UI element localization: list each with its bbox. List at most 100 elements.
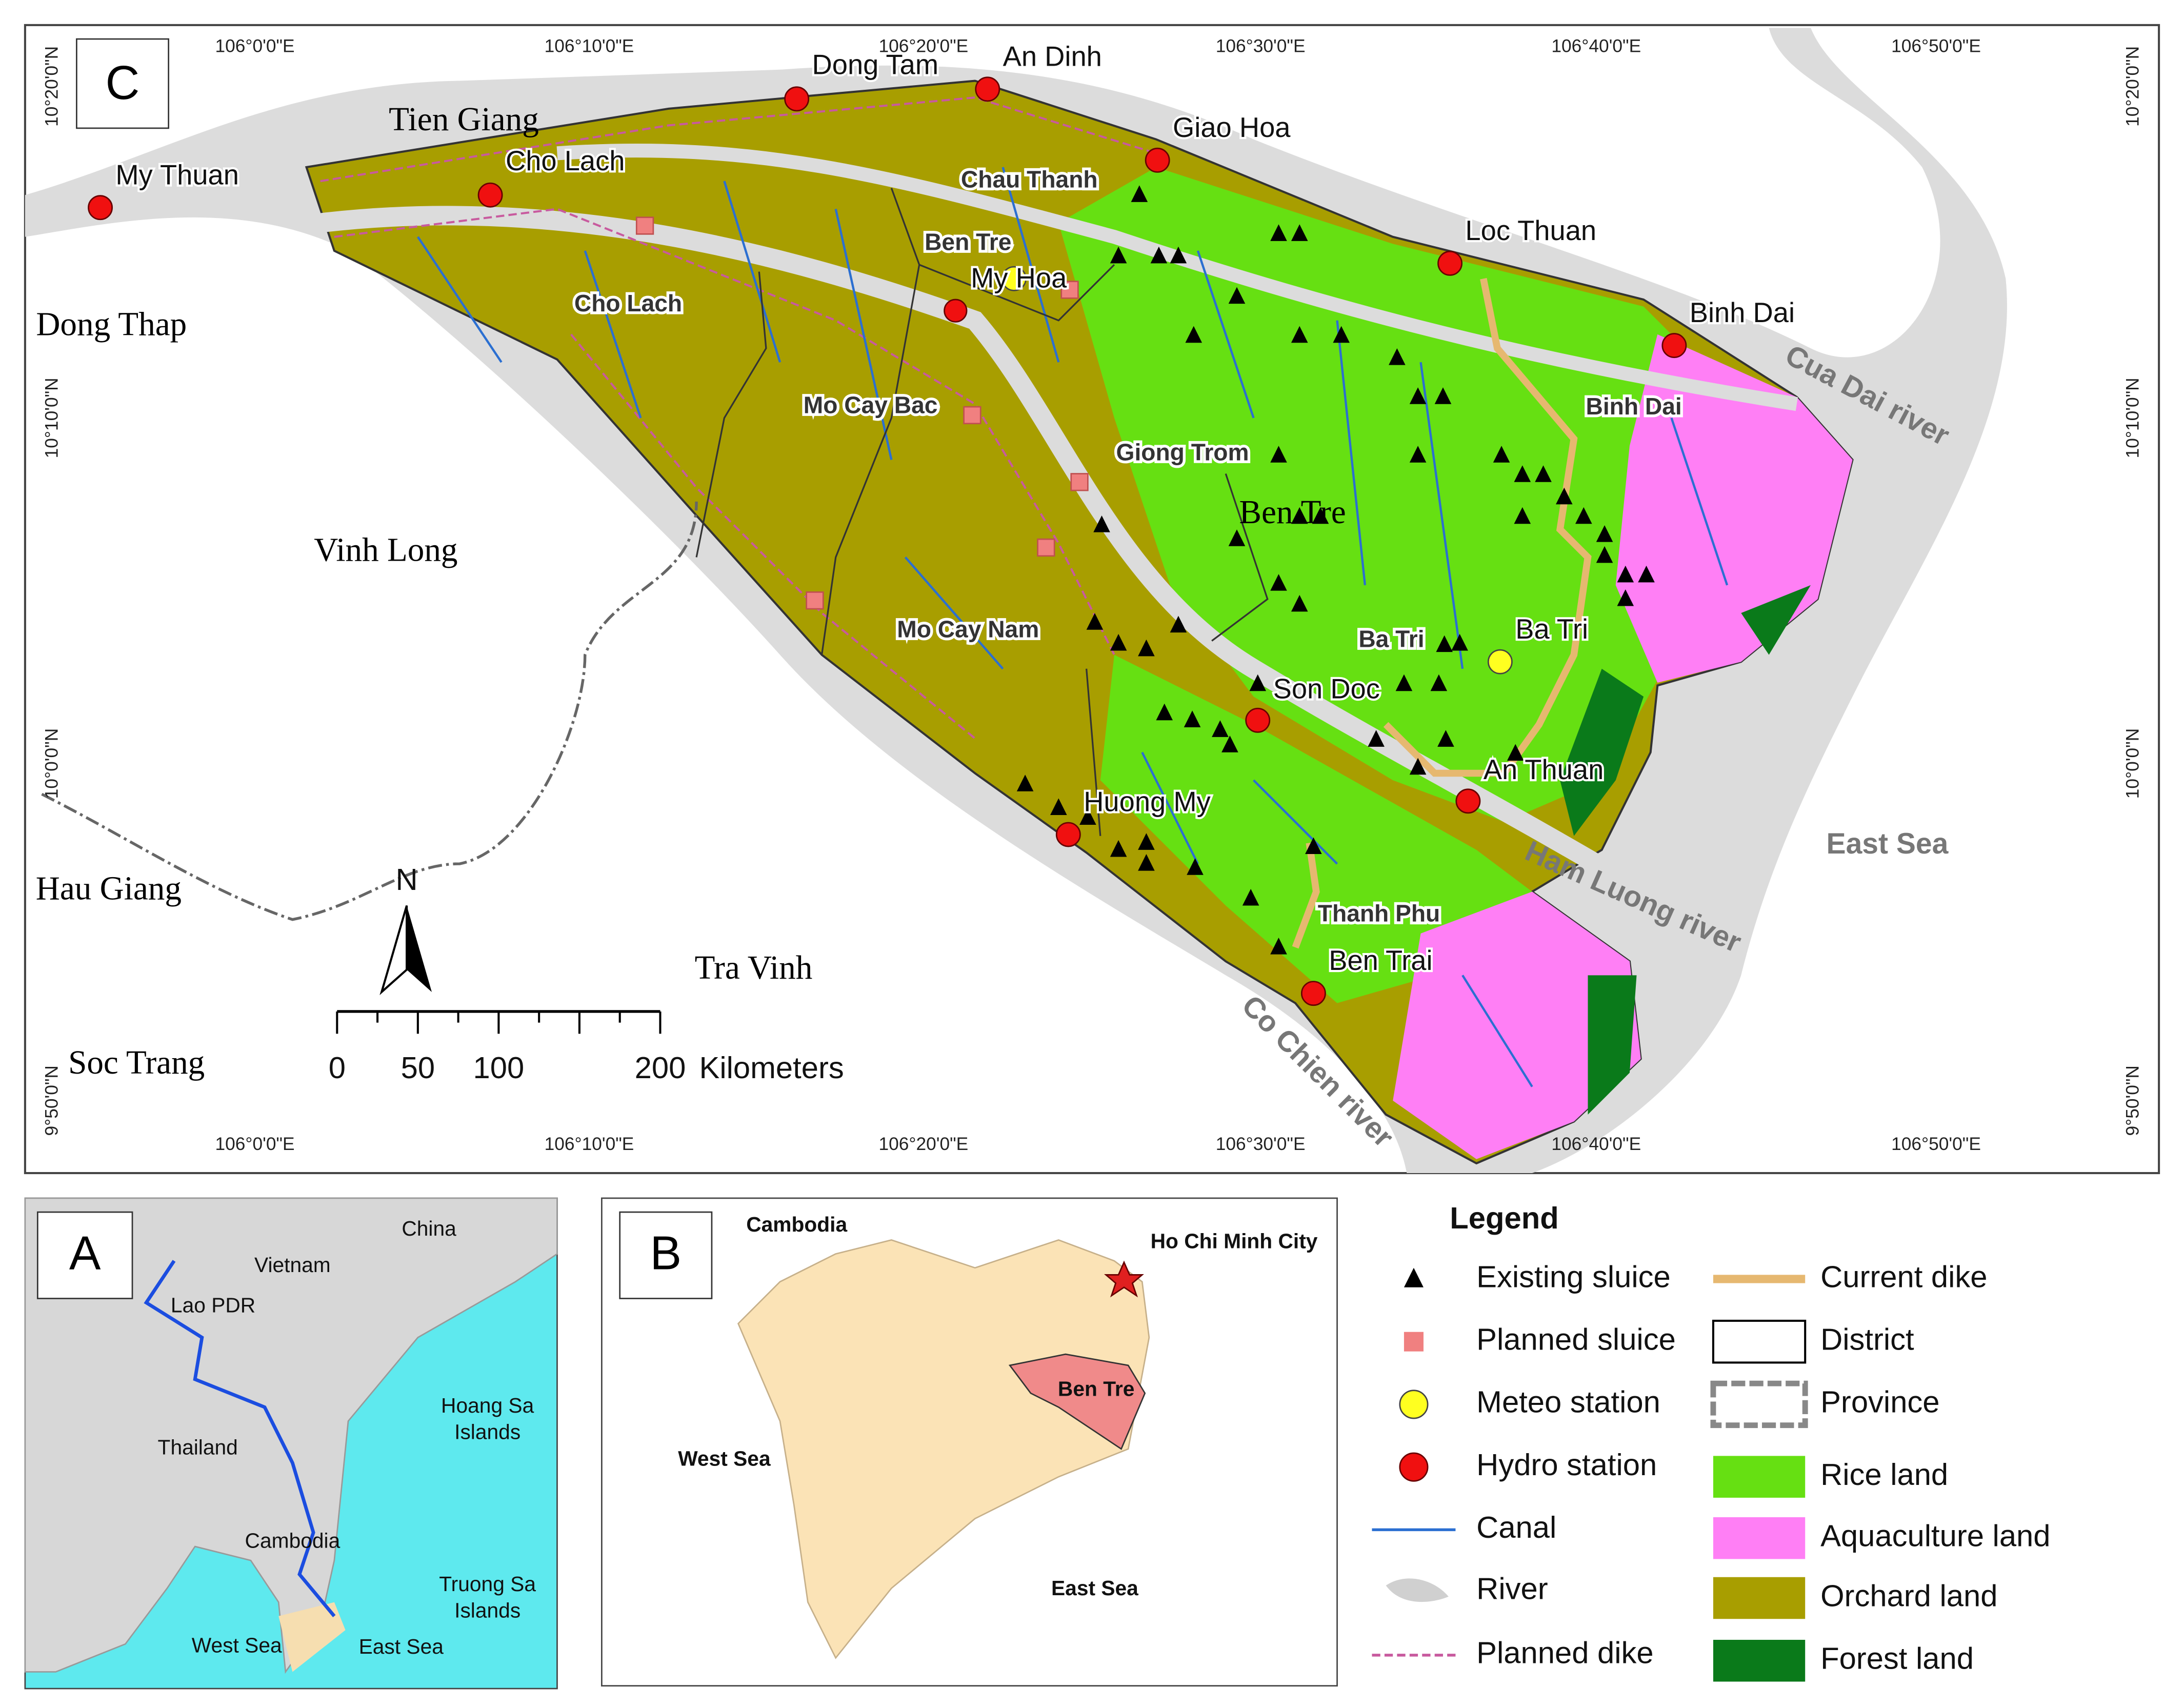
existing-sluice [1434,387,1452,404]
existing-sluice [1596,546,1613,563]
existing-sluice [1305,837,1322,855]
existing-sluice [1291,326,1308,343]
place-label: East Sea [1051,1576,1138,1600]
existing-sluice [1333,326,1350,343]
scale-unit: Kilometers [699,1050,844,1085]
hydro-station [1055,822,1081,847]
legend-symbol [1404,1267,1424,1287]
hydro-station [1245,707,1271,733]
existing-sluice [1617,565,1634,583]
place-label: China [402,1217,456,1240]
legend-title: Legend [1450,1201,1558,1235]
legend-label: Forest land [1820,1641,1974,1676]
district-label: Chau Thanh [961,166,1098,192]
station-label: Huong My [1084,786,1211,818]
station-label: Ben Trai [1329,945,1432,976]
mekong-river [144,1260,336,1617]
existing-sluice [1079,808,1096,825]
existing-sluice [1187,858,1204,875]
longitude-label: 106°30'0"E [1216,36,1306,56]
panel-label-box [36,1211,133,1299]
station-label: Dong Tam [812,49,939,81]
river-channel [556,143,1798,411]
longitude-label: 106°30'0"E [1216,1134,1306,1154]
canal [417,167,1729,1087]
existing-sluice [1221,736,1238,752]
existing-sluice [1110,246,1127,264]
legend-symbol [1713,1639,1806,1682]
ben-tre-province [1008,1353,1146,1450]
place-label: Vietnam [254,1253,331,1277]
existing-sluice [1156,703,1173,721]
legend-label: Planned sluice [1476,1322,1676,1356]
longitude-label: 106°20'0"E [878,1134,968,1154]
planned-sluice [635,216,654,235]
legend-label: Hydro station [1476,1447,1657,1482]
legend-label: Existing sluice [1476,1259,1671,1294]
existing-sluice [1389,348,1406,365]
latitude-label: 10°10'0"N [42,378,62,458]
existing-sluice [1291,507,1308,524]
panel-b: B Cambodia Ho Chi Minh City Ben Tre West Sea… [601,1197,1338,1687]
island-label: Truong Sa [439,1572,536,1596]
district-label: Ba Tri [1358,626,1424,652]
district-label: Cho Lach [574,290,682,316]
legend-label: Meteo station [1476,1385,1660,1419]
legend-symbol [1713,1456,1806,1498]
hydro-station [1437,250,1463,276]
hydro-station [944,299,968,323]
longitude-label: 106°50'0"E [1891,1134,1981,1154]
station-label: Binh Dai [1690,297,1795,328]
forest-land [1560,585,1811,1115]
district-label: Giong Trom [1116,439,1249,466]
existing-sluice [1514,465,1531,482]
existing-sluice [1110,840,1127,857]
station-label: An Dinh [1003,41,1102,72]
existing-sluice [1270,938,1287,955]
latitude-label: 10°10'0"N [2123,378,2143,458]
place-label: West Sea [678,1446,771,1470]
existing-sluice [1555,487,1573,505]
district-label: Mo Cay Nam [897,616,1039,643]
current-dike [1292,842,1320,949]
legend-label: Rice land [1820,1457,1948,1492]
existing-sluice [1291,224,1308,241]
longitude-label: 106°40'0"E [1551,36,1641,56]
existing-sluice [1430,674,1448,691]
legend-symbol [1713,1577,1806,1619]
district-label: Thanh Phu [1318,900,1440,927]
existing-sluice [1368,730,1385,747]
existing-sluice [1312,507,1329,524]
legend-label: Aquaculture land [1820,1518,2050,1553]
province-label: Tien Giang [389,101,539,138]
province-label: Dong Thap [36,306,187,343]
hydro-station [975,76,1000,102]
place-label: Ho Chi Minh City [1151,1229,1318,1253]
existing-sluice [1170,616,1187,633]
panel-label-box [619,1211,713,1299]
scale-label: 0 [329,1050,346,1085]
current-dike [1383,277,1592,777]
place-label: West Sea [192,1633,282,1657]
legend-label: Planned dike [1476,1636,1653,1670]
station-label: Ba Tri [1515,613,1588,645]
station-label: Cho Lach [506,145,625,176]
legend-symbol [1713,1517,1806,1559]
legend-symbol [1399,1390,1429,1419]
existing-sluice [1436,635,1453,652]
panel-label: A [69,1226,101,1279]
existing-sluice [1086,613,1104,630]
longitude-label: 106°0'0"E [215,36,295,56]
province-label: Ben Tre [1239,494,1346,531]
latitude-label: 10°20'0"N [42,46,62,127]
existing-sluice [1617,589,1634,606]
existing-sluice [1638,565,1655,583]
longitude-label: 106°10'0"E [545,36,634,56]
hcmc-star [1104,1260,1144,1298]
hydro-station [1455,788,1481,814]
longitude-label: 106°0'0"E [215,1134,295,1154]
existing-sluice [1451,633,1468,651]
station-label: My Hoa [971,262,1067,293]
hydro-station [1300,981,1326,1006]
